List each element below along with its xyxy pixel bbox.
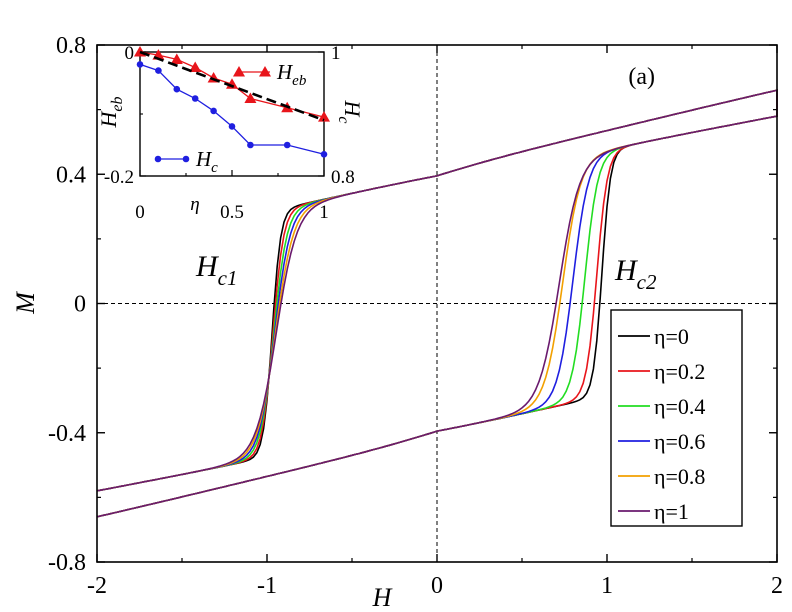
inset-point-hc — [247, 141, 254, 149]
inset-right-axis-label-main: H — [340, 100, 365, 118]
inset-y-right-tick-label: 1 — [331, 43, 341, 64]
inset-legend-hc-marker — [182, 155, 190, 163]
zero-guides — [97, 45, 777, 562]
inset-x-tick-label: 1 — [319, 202, 329, 223]
inset-right-axis-label: Hc — [335, 100, 365, 124]
inset-axis-ticks: 0 0.5 10-0.210.8 — [104, 43, 355, 223]
inset-point-heb — [244, 92, 257, 103]
inset-y-left-tick-label: -0.2 — [104, 167, 134, 188]
hc2-annotation: Hc2 — [614, 254, 657, 294]
x-tick-label: -1 — [257, 573, 277, 599]
inset-legend-hc-label: Hc — [195, 147, 218, 176]
inset-point-hc — [210, 107, 217, 115]
legend-label: η=0.6 — [654, 429, 705, 454]
inset-legend-hc-main: H — [195, 147, 213, 171]
inset-fit-line — [139, 50, 325, 122]
y-tick-label: 0.8 — [56, 33, 86, 59]
inset-y-left-tick-label: 0 — [125, 43, 135, 64]
inset-frame — [139, 51, 325, 177]
y-tick-label: -0.8 — [48, 550, 86, 576]
inset-point-hc — [173, 85, 181, 93]
legend-label: η=0.4 — [654, 394, 705, 419]
legend-label: η=1 — [654, 499, 689, 524]
panel-label: (a) — [628, 64, 655, 90]
inset-legend-heb-marker — [233, 66, 245, 77]
legend: η=0 η=0.2 η=0.4 η=0.6 η=0.8 η=1 — [610, 309, 743, 527]
inset-y-right-tick-label: 0.8 — [331, 167, 355, 188]
inset-x-tick-label: 0 — [135, 202, 145, 223]
inset-point-hc — [136, 61, 144, 68]
inset-legend-heb-main: H — [276, 60, 294, 84]
y-tick-label: 0.4 — [56, 162, 86, 188]
hc1-annotation-sub: c1 — [218, 266, 238, 290]
hc1-annotation-main: H — [195, 250, 220, 283]
hc2-annotation-sub: c2 — [637, 270, 657, 294]
main-x-axis-label: H — [372, 583, 393, 612]
inset-legend-heb-label: Heb — [276, 60, 307, 89]
legend-label: η=0 — [654, 324, 689, 349]
inset-legend-hc-sub: c — [211, 160, 218, 176]
inset-curves — [134, 46, 330, 158]
inset-left-axis-label-sub: eb — [109, 97, 126, 112]
inset-legend-heb-sub: eb — [292, 73, 307, 89]
x-tick-label: -2 — [87, 573, 107, 599]
main-axis-ticks: -2 -1 0 1 2 -0.8 -0.4 0 0.4 0.8 — [48, 33, 783, 599]
inset-left-axis-label-main: H — [96, 111, 121, 129]
inset-point-hc — [320, 151, 328, 158]
inset-point-heb — [170, 53, 183, 64]
inset-right-axis-label-sub: c — [335, 116, 352, 123]
inset-x-tick-label: 0.5 — [220, 202, 244, 223]
inset-point-hc — [228, 123, 236, 130]
hc1-annotation: Hc1 — [195, 250, 238, 290]
x-tick-label: 1 — [601, 573, 613, 599]
coercive-field-annotations: Hc1 Hc2 — [195, 250, 657, 294]
x-tick-label: 2 — [771, 573, 783, 599]
inset-point-heb — [318, 111, 330, 122]
y-tick-label: -0.4 — [48, 421, 86, 447]
inset-legend-heb-marker — [259, 66, 271, 77]
inset-point-hc — [191, 95, 199, 102]
inset-x-axis-label: η — [190, 194, 199, 215]
x-tick-label: 0 — [431, 573, 443, 599]
inset-left-axis-label: Heb — [96, 97, 126, 129]
y-tick-label: 0 — [74, 292, 86, 318]
main-plot: -2 -1 0 1 2-0.8-0.400.40.8 H M (a) Hc1 Hc2 η… — [11, 33, 783, 612]
inset-legend-hc-marker — [154, 155, 162, 163]
legend-label: η=0.8 — [654, 464, 705, 489]
inset-point-hc — [283, 141, 291, 149]
legend-label: η=0.2 — [654, 359, 705, 384]
main-y-axis-label: M — [11, 291, 40, 315]
legend-box — [610, 309, 743, 527]
inset-point-hc — [155, 67, 162, 74]
inset-point-heb — [189, 61, 202, 72]
hc2-annotation-main: H — [614, 254, 639, 287]
